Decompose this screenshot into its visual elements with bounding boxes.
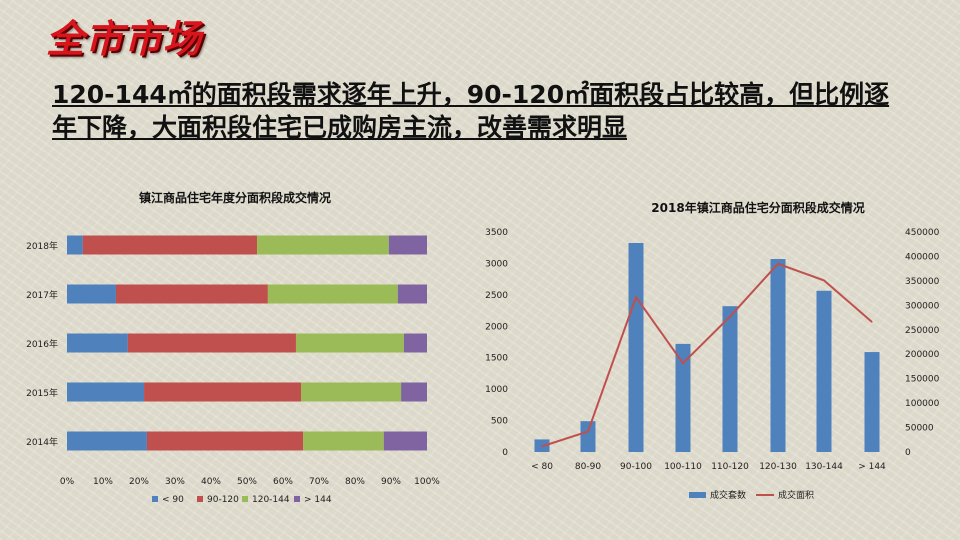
y2-tick-label: 300000: [905, 301, 940, 311]
legend-swatch: [689, 492, 706, 498]
line-point: [777, 263, 779, 265]
bar-segment: [257, 235, 389, 255]
x-tick-label: 20%: [129, 477, 149, 487]
y2-tick-label: 200000: [905, 350, 940, 360]
bar-segment: [383, 431, 427, 451]
x-tick-label: 110-120: [711, 462, 749, 472]
y-tick-label: 1000: [485, 385, 508, 395]
y2-tick-label: 50000: [905, 424, 934, 434]
x-tick-label: 90-100: [620, 462, 652, 472]
line-point: [682, 362, 684, 364]
y2-tick-label: 400000: [905, 252, 940, 262]
y2-tick-label: 100000: [905, 399, 940, 409]
y2-tick-label: 0: [905, 448, 911, 458]
x-tick-label: 70%: [309, 477, 329, 487]
y-tick-label: 2014年: [26, 436, 58, 448]
bar: [816, 290, 832, 452]
y-tick-label: 0: [502, 448, 508, 458]
bar-segment: [82, 235, 258, 255]
bar-segment: [67, 235, 83, 255]
bar: [770, 259, 786, 452]
bar-segment: [301, 382, 402, 402]
x-tick-label: 80-90: [575, 462, 601, 472]
x-tick-label: 100%: [414, 477, 440, 487]
bar-segment: [403, 333, 427, 353]
x-tick-label: 90%: [381, 477, 401, 487]
x-tick-label: 0%: [60, 477, 75, 487]
bar: [722, 306, 738, 452]
bar-segment: [303, 431, 384, 451]
series-line: [541, 262, 873, 448]
y-tick-label: 2500: [485, 291, 508, 301]
legend-swatch: [197, 496, 203, 502]
y-tick-label: 2015年: [26, 387, 58, 399]
x-tick-label: 40%: [201, 477, 221, 487]
bar: [628, 243, 644, 452]
legend-swatch: [242, 496, 248, 502]
legend-swatch: [152, 496, 158, 502]
line-point: [541, 445, 543, 447]
line-point: [587, 430, 589, 432]
legend-label: > 144: [304, 495, 332, 505]
y2-tick-label: 250000: [905, 326, 940, 336]
section-title: 全市市场: [46, 17, 203, 61]
line-point: [635, 296, 637, 298]
bar-segment: [115, 284, 268, 304]
y2-tick-label: 450000: [905, 228, 940, 238]
y2-tick-label: 150000: [905, 375, 940, 385]
legend-label: < 90: [162, 495, 184, 505]
x-tick-label: 80%: [345, 477, 365, 487]
line-point: [823, 279, 825, 281]
legend-label: 90-120: [207, 495, 239, 505]
bar-segment: [144, 382, 301, 402]
line-point: [871, 321, 873, 323]
legend-label: 120-144: [252, 495, 290, 505]
y-tick-label: 2018年: [26, 240, 58, 252]
y2-tick-label: 350000: [905, 277, 940, 287]
line-point: [729, 316, 731, 318]
x-tick-label: 100-110: [664, 462, 702, 472]
x-tick-label: < 80: [531, 462, 553, 472]
headline: 120-144㎡的面积段需求逐年上升，90-120㎡面积段占比较高，但比例逐年下…: [52, 80, 890, 142]
x-tick-label: 120-130: [759, 462, 797, 472]
bar-segment: [127, 333, 296, 353]
chart2-title: 2018年镇江商品住宅分面积段成交情况: [651, 200, 864, 215]
y-tick-label: 3000: [485, 259, 508, 269]
bar-segment: [388, 235, 427, 255]
x-tick-label: 50%: [237, 477, 257, 487]
legend-label: 成交面积: [778, 489, 814, 501]
x-tick-label: 30%: [165, 477, 185, 487]
bar-segment: [295, 333, 404, 353]
y-tick-label: 2000: [485, 322, 508, 332]
bar: [864, 352, 880, 452]
legend-swatch: [294, 496, 300, 502]
bar-segment: [67, 431, 147, 451]
bar-segment: [267, 284, 398, 304]
bar-segment: [67, 382, 145, 402]
x-tick-label: 60%: [273, 477, 293, 487]
y-tick-label: 3500: [485, 228, 508, 238]
x-tick-label: 10%: [93, 477, 113, 487]
chart1-title: 镇江商品住宅年度分面积段成交情况: [139, 190, 331, 205]
y-tick-label: 500: [491, 417, 508, 427]
y-tick-label: 2017年: [26, 289, 58, 301]
x-tick-label: > 144: [858, 462, 886, 472]
y-tick-label: 1500: [485, 354, 508, 364]
bar: [675, 343, 691, 452]
y-tick-label: 2016年: [26, 338, 58, 350]
bar: [580, 421, 596, 452]
bar-segment: [67, 333, 128, 353]
bar-segment: [401, 382, 427, 402]
bar-segment: [397, 284, 427, 304]
x-tick-label: 130-144: [805, 462, 843, 472]
bar-segment: [146, 431, 304, 451]
legend-label: 成交套数: [710, 489, 746, 501]
bar-segment: [67, 284, 116, 304]
